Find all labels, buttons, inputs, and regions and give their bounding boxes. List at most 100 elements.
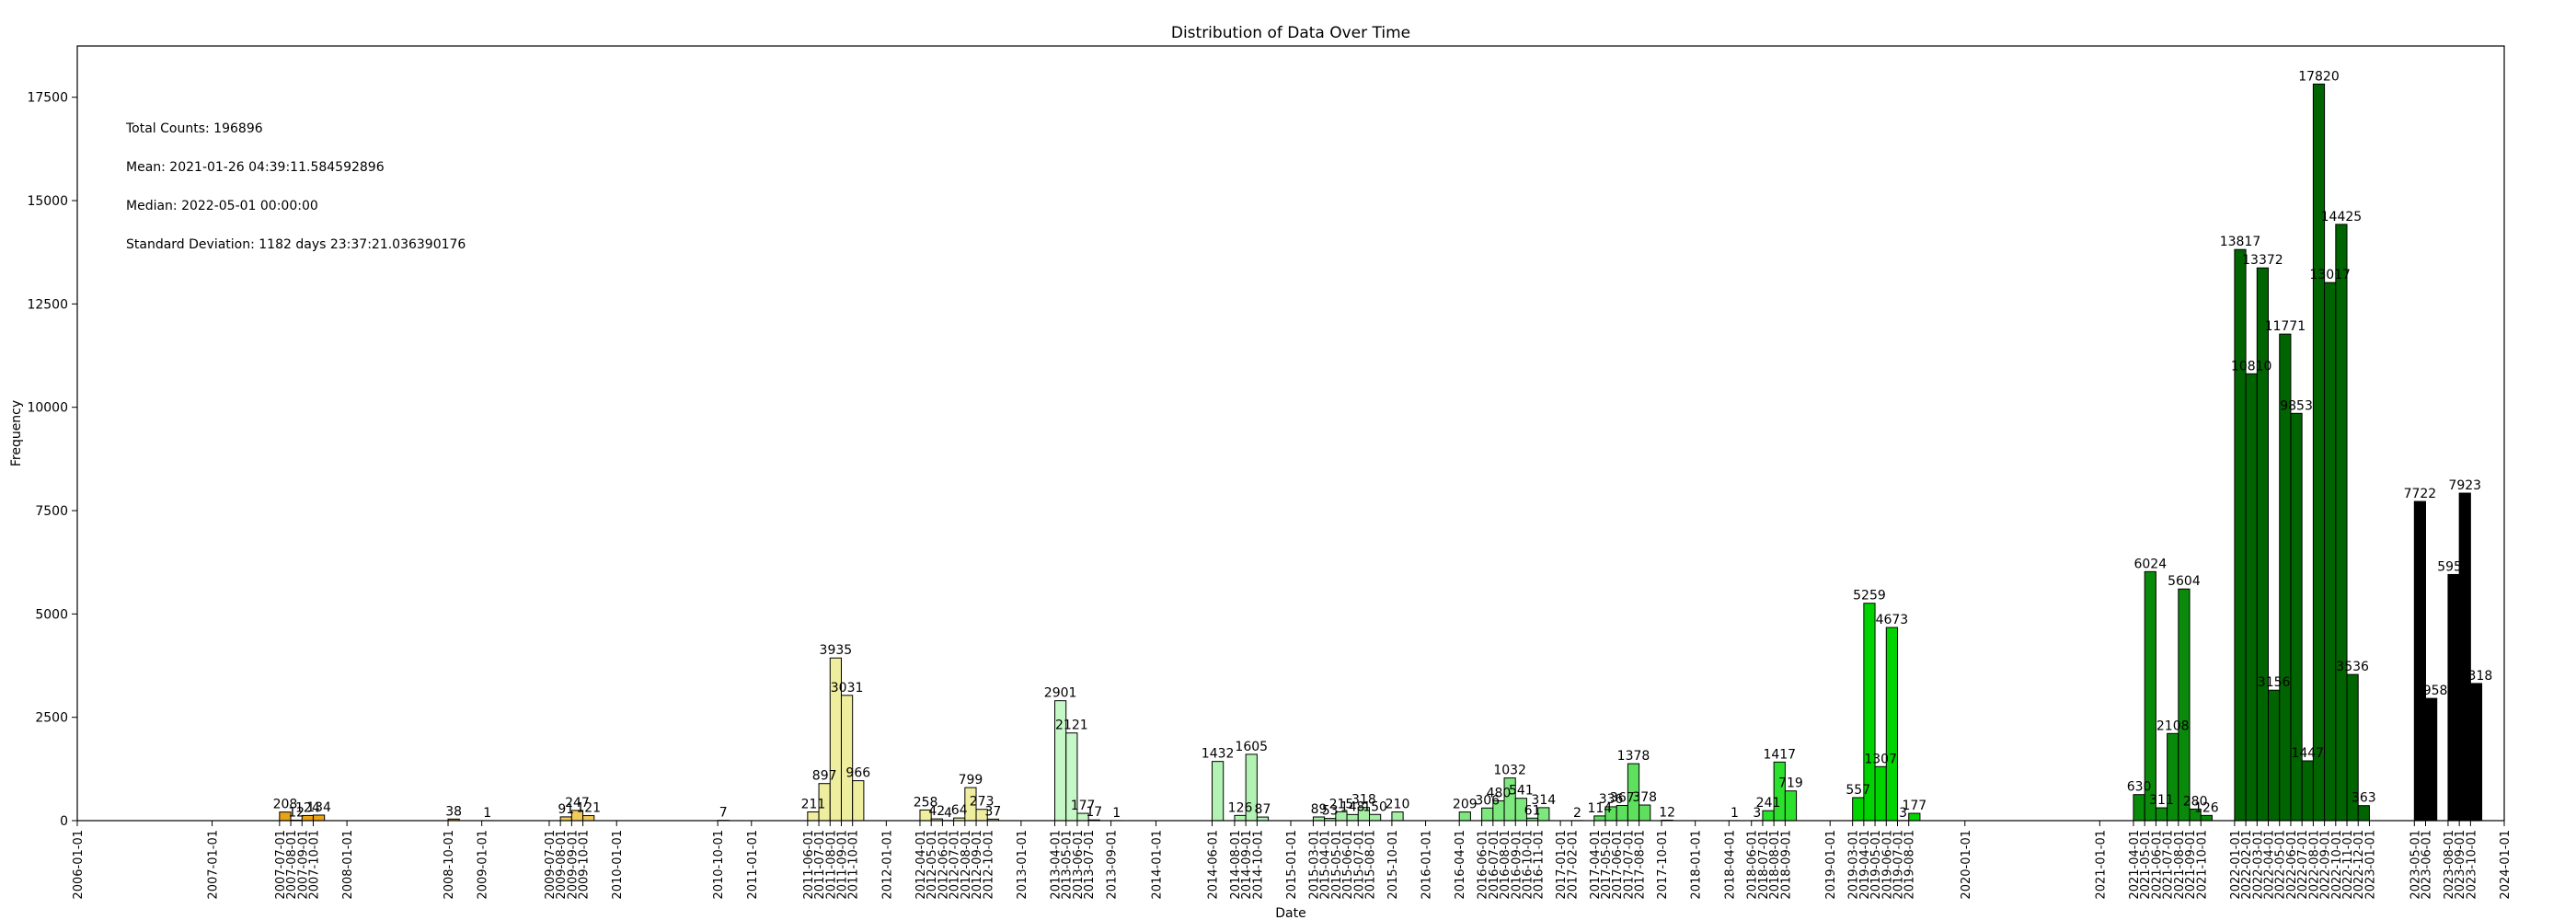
x-tick-label: 2019-05-01 bbox=[1869, 830, 1883, 900]
bar-value-label: 4 bbox=[944, 806, 952, 821]
bar-value-label: 1378 bbox=[1617, 749, 1650, 764]
bar-value-label: 3 bbox=[1899, 806, 1907, 821]
x-tick-label: 2017-04-01 bbox=[1589, 830, 1603, 900]
x-tick-label: 2015-03-01 bbox=[1307, 830, 1321, 900]
bar-value-label: 37 bbox=[984, 804, 1001, 819]
x-tick-label: 2016-07-01 bbox=[1488, 830, 1501, 900]
bar-value-label: 17 bbox=[1086, 805, 1102, 820]
x-tick-label: 2014-01-01 bbox=[1150, 830, 1164, 900]
bar-value-label: 209 bbox=[1453, 798, 1478, 812]
x-tick-label: 2022-09-01 bbox=[2319, 830, 2333, 900]
bar-value-label: 2121 bbox=[1055, 719, 1088, 733]
bar-2022-10 bbox=[2335, 224, 2348, 822]
x-tick-label: 2023-10-01 bbox=[2465, 830, 2478, 900]
x-tick-label: 2009-01-01 bbox=[477, 830, 490, 900]
bar-value-label: 1 bbox=[1112, 806, 1121, 821]
stat-line: Total Counts: 196896 bbox=[125, 121, 263, 136]
bar-2022-09 bbox=[2324, 282, 2337, 822]
x-tick-label: 2008-10-01 bbox=[443, 830, 456, 900]
stat-line: Mean: 2021-01-26 04:39:11.584592896 bbox=[126, 160, 385, 175]
bar-value-label: 210 bbox=[1386, 798, 1410, 812]
x-tick-label: 2012-01-01 bbox=[880, 830, 894, 900]
bar-value-label: 1432 bbox=[1202, 747, 1235, 762]
bar-value-label: 121 bbox=[576, 801, 601, 816]
x-tick-label: 2022-08-01 bbox=[2307, 830, 2321, 900]
bar-2018-08 bbox=[1773, 761, 1786, 822]
bar-value-label: 2901 bbox=[1044, 686, 1077, 701]
bar-2021-10 bbox=[2200, 814, 2213, 822]
x-tick-label: 2017-01-01 bbox=[1555, 830, 1569, 900]
bar-2023-10 bbox=[2469, 683, 2483, 822]
x-tick-label: 2017-08-01 bbox=[1634, 830, 1648, 900]
bar-value-label: 1417 bbox=[1763, 747, 1796, 762]
y-tick-label: 2500 bbox=[35, 711, 68, 726]
summary-stats: Total Counts: 196896 Mean: 2021-01-26 04:… bbox=[125, 121, 466, 252]
x-tick-label: 2016-06-01 bbox=[1477, 830, 1490, 900]
x-tick-label: 2018-01-01 bbox=[1690, 830, 1704, 900]
x-tick-label: 2022-01-01 bbox=[2229, 830, 2243, 900]
bar-value-label: 2108 bbox=[2156, 719, 2190, 733]
bar-2023-06 bbox=[2425, 697, 2438, 822]
bar-value-label: 311 bbox=[2149, 793, 2174, 808]
x-tick-label: 2010-01-01 bbox=[611, 830, 625, 900]
x-tick-label: 2007-10-01 bbox=[307, 830, 321, 900]
bar-2014-06 bbox=[1212, 761, 1225, 822]
x-tick-label: 2011-01-01 bbox=[746, 830, 760, 900]
bar-value-label: 211 bbox=[801, 798, 826, 812]
bar-value-label: 9853 bbox=[2280, 398, 2313, 413]
x-tick-label: 2007-01-01 bbox=[207, 830, 221, 900]
x-tick-label: 2017-06-01 bbox=[1611, 830, 1625, 900]
bar-2016-04 bbox=[1458, 811, 1471, 822]
x-axis: 2006-01-01 2007-01-01 2007-07-012007-08-01… bbox=[72, 821, 2513, 900]
bar-2009-08 bbox=[559, 816, 572, 822]
bars bbox=[279, 83, 2483, 822]
bar-2018-09 bbox=[1784, 790, 1798, 822]
x-tick-label: 2019-06-01 bbox=[1880, 830, 1894, 900]
bar-value-label: 150 bbox=[1363, 799, 1387, 814]
x-tick-label: 2021-06-01 bbox=[2150, 830, 2164, 900]
x-tick-label: 2013-06-01 bbox=[1072, 830, 1086, 900]
plot-frame bbox=[76, 45, 2505, 822]
x-tick-label: 2015-07-01 bbox=[1352, 830, 1366, 900]
x-tick-label: 2016-04-01 bbox=[1454, 830, 1467, 900]
bar-2019-05 bbox=[1874, 765, 1887, 822]
x-tick-label: 2012-09-01 bbox=[971, 830, 984, 900]
x-tick-label: 2017-07-01 bbox=[1622, 830, 1636, 900]
x-tick-label: 2012-07-01 bbox=[949, 830, 962, 900]
x-tick-label: 2019-08-01 bbox=[1903, 830, 1917, 900]
x-tick-label: 2009-07-01 bbox=[544, 830, 558, 900]
bar-value-label: 177 bbox=[1902, 799, 1926, 813]
x-tick-label: 2021-10-01 bbox=[2195, 830, 2209, 900]
x-tick-label: 2014-09-01 bbox=[1240, 830, 1254, 900]
bar-value-label: 3031 bbox=[831, 681, 864, 696]
x-tick-label: 2009-08-01 bbox=[555, 830, 569, 900]
bar-value-label: 13017 bbox=[2309, 268, 2351, 282]
bar-value-label: 4673 bbox=[1876, 613, 1909, 627]
x-tick-label: 2016-08-01 bbox=[1499, 830, 1512, 900]
x-tick-label: 2012-10-01 bbox=[982, 830, 995, 900]
bar-value-label: 1605 bbox=[1235, 740, 1268, 754]
bar-value-label: 247 bbox=[565, 796, 590, 811]
bar-value-label: 3536 bbox=[2336, 660, 2369, 674]
x-tick-label: 2011-08-01 bbox=[824, 830, 838, 900]
chart-title: Distribution of Data Over Time bbox=[1171, 24, 1410, 42]
y-tick-label: 12500 bbox=[27, 297, 68, 312]
bar-2023-08 bbox=[2447, 573, 2460, 822]
x-tick-label: 2012-08-01 bbox=[960, 830, 973, 900]
y-tick-label: 7500 bbox=[35, 504, 68, 519]
x-tick-label: 2015-01-01 bbox=[1285, 830, 1299, 900]
bar-value-label: 318 bbox=[1351, 793, 1376, 808]
x-tick-label: 2023-05-01 bbox=[2409, 830, 2422, 900]
x-tick-label: 2023-01-01 bbox=[2363, 830, 2377, 900]
bar-2015-08 bbox=[1368, 813, 1382, 822]
bar-2007-10 bbox=[312, 814, 326, 822]
x-tick-label: 2015-04-01 bbox=[1319, 830, 1333, 900]
bar-value-label: 541 bbox=[1509, 784, 1534, 799]
bar-value-label: 2 bbox=[1573, 806, 1581, 821]
x-tick-label: 2014-06-01 bbox=[1207, 830, 1221, 900]
x-tick-label: 2015-10-01 bbox=[1386, 830, 1400, 900]
x-tick-label: 2022-11-01 bbox=[2341, 830, 2355, 900]
bar-2023-09 bbox=[2458, 492, 2471, 822]
